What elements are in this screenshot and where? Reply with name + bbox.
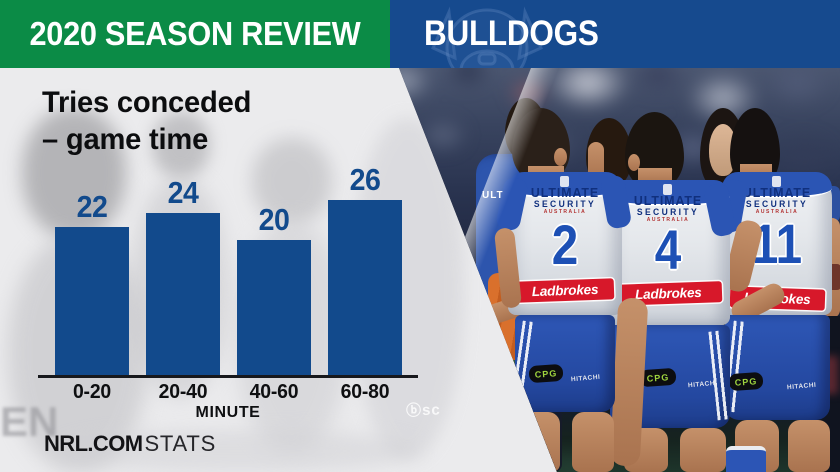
nrl-badge [772,176,781,187]
nrl-badge [663,184,672,195]
ghost-figure [252,138,332,224]
jersey-sponsor-line2: SECURITY [533,199,597,209]
bar-category-label: 20-40 [158,381,208,403]
shorts-sponsor-cpg: CPG [728,371,764,392]
team-name: BULLDOGS [424,14,599,53]
jersey-sponsor-line2: SECURITY [745,199,809,209]
bulldog-logo-icon [431,6,543,68]
player-2-shorts: CPG HITACHI [511,315,615,412]
player-11-number: 11 [751,212,803,275]
bar-0-20 [55,227,129,375]
jersey-sponsor-line3: AUSTRALIA [755,209,799,215]
shorts-sponsor-hitachi: HITACHI [687,379,718,390]
player-11-leg [788,420,830,472]
bar-60-80 [328,200,402,375]
shorts-sponsor-cpg: CPG [528,363,564,384]
brand-bold: NRL.COM [44,431,143,456]
bar-category-label: 40-60 [249,381,299,403]
player-11-shorts: CPG HITACHI [724,315,830,420]
chart-title-line2: – game time [42,123,209,156]
player-2-ear [554,148,567,166]
chart-title-line1: Tries conceded [42,86,252,119]
jersey-sponsor-line1: ULTIMATE [633,193,703,208]
background-player-face [588,142,604,180]
bar-category-label: 60-80 [340,381,390,403]
x-axis-title: MINUTE [195,404,261,421]
bar-category-label: 0-20 [72,381,112,403]
nrl-stats-logo: NRL.COMSTATS [44,431,216,457]
season-banner: 2020 SEASON REVIEW [0,0,390,68]
photo-watermark: ⓑsc [405,401,442,420]
bars-layer: 22 0-20 24 20-40 20 40-60 26 60-80 [0,68,840,472]
jersey-sponsor-line3: AUSTRALIA [543,209,587,215]
jersey-sponsor-line2: SECURITY [636,207,700,217]
player-2-number: 2 [551,213,579,276]
ghost-figure [152,112,210,178]
player-11-sock [726,446,766,472]
bar-value-label: 20 [258,202,290,237]
bar-40-60 [237,240,311,375]
ghost-hoarding-text: EN [0,398,59,445]
shorts-sponsor-hitachi: HITACHI [786,381,817,392]
player-2-leg [572,412,614,472]
player-4-leg [680,428,726,472]
jersey-sponsor-line1: ULTIMATE [742,185,812,200]
bar-20-40 [146,213,220,375]
shorts-sponsor-hitachi: HITACHI [570,373,601,384]
bar-value-label: 24 [167,175,199,210]
shorts-stripes [708,330,729,421]
player-4-number: 4 [654,218,682,281]
bar-value-label: 26 [349,162,381,197]
season-title: 2020 SEASON REVIEW [29,15,361,52]
shorts-sponsor-cpg: CPG [639,367,677,388]
bar-value-label: 22 [76,189,108,224]
brand-light: STATS [144,431,217,456]
jersey-sponsor-line3: AUSTRALIA [646,217,690,223]
chart-panel: EN Tries conceded – game time 22 0-20 24 20… [0,68,840,472]
ghost-figure [22,108,126,238]
nrl-badge [560,176,569,187]
x-axis-line [38,375,418,378]
player-4-ear [628,154,640,171]
jersey-lower-sponsor: Ladbrokes [515,278,615,303]
team-banner: BULLDOGS [390,0,840,68]
ghost-figure [60,430,420,472]
chart-title: Tries conceded – game time [42,84,251,158]
